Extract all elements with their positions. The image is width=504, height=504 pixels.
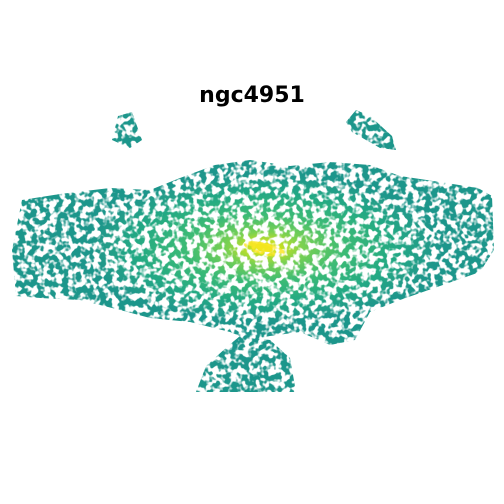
galaxy-core <box>243 241 287 257</box>
galaxy-title: ngc4951 <box>199 83 305 108</box>
